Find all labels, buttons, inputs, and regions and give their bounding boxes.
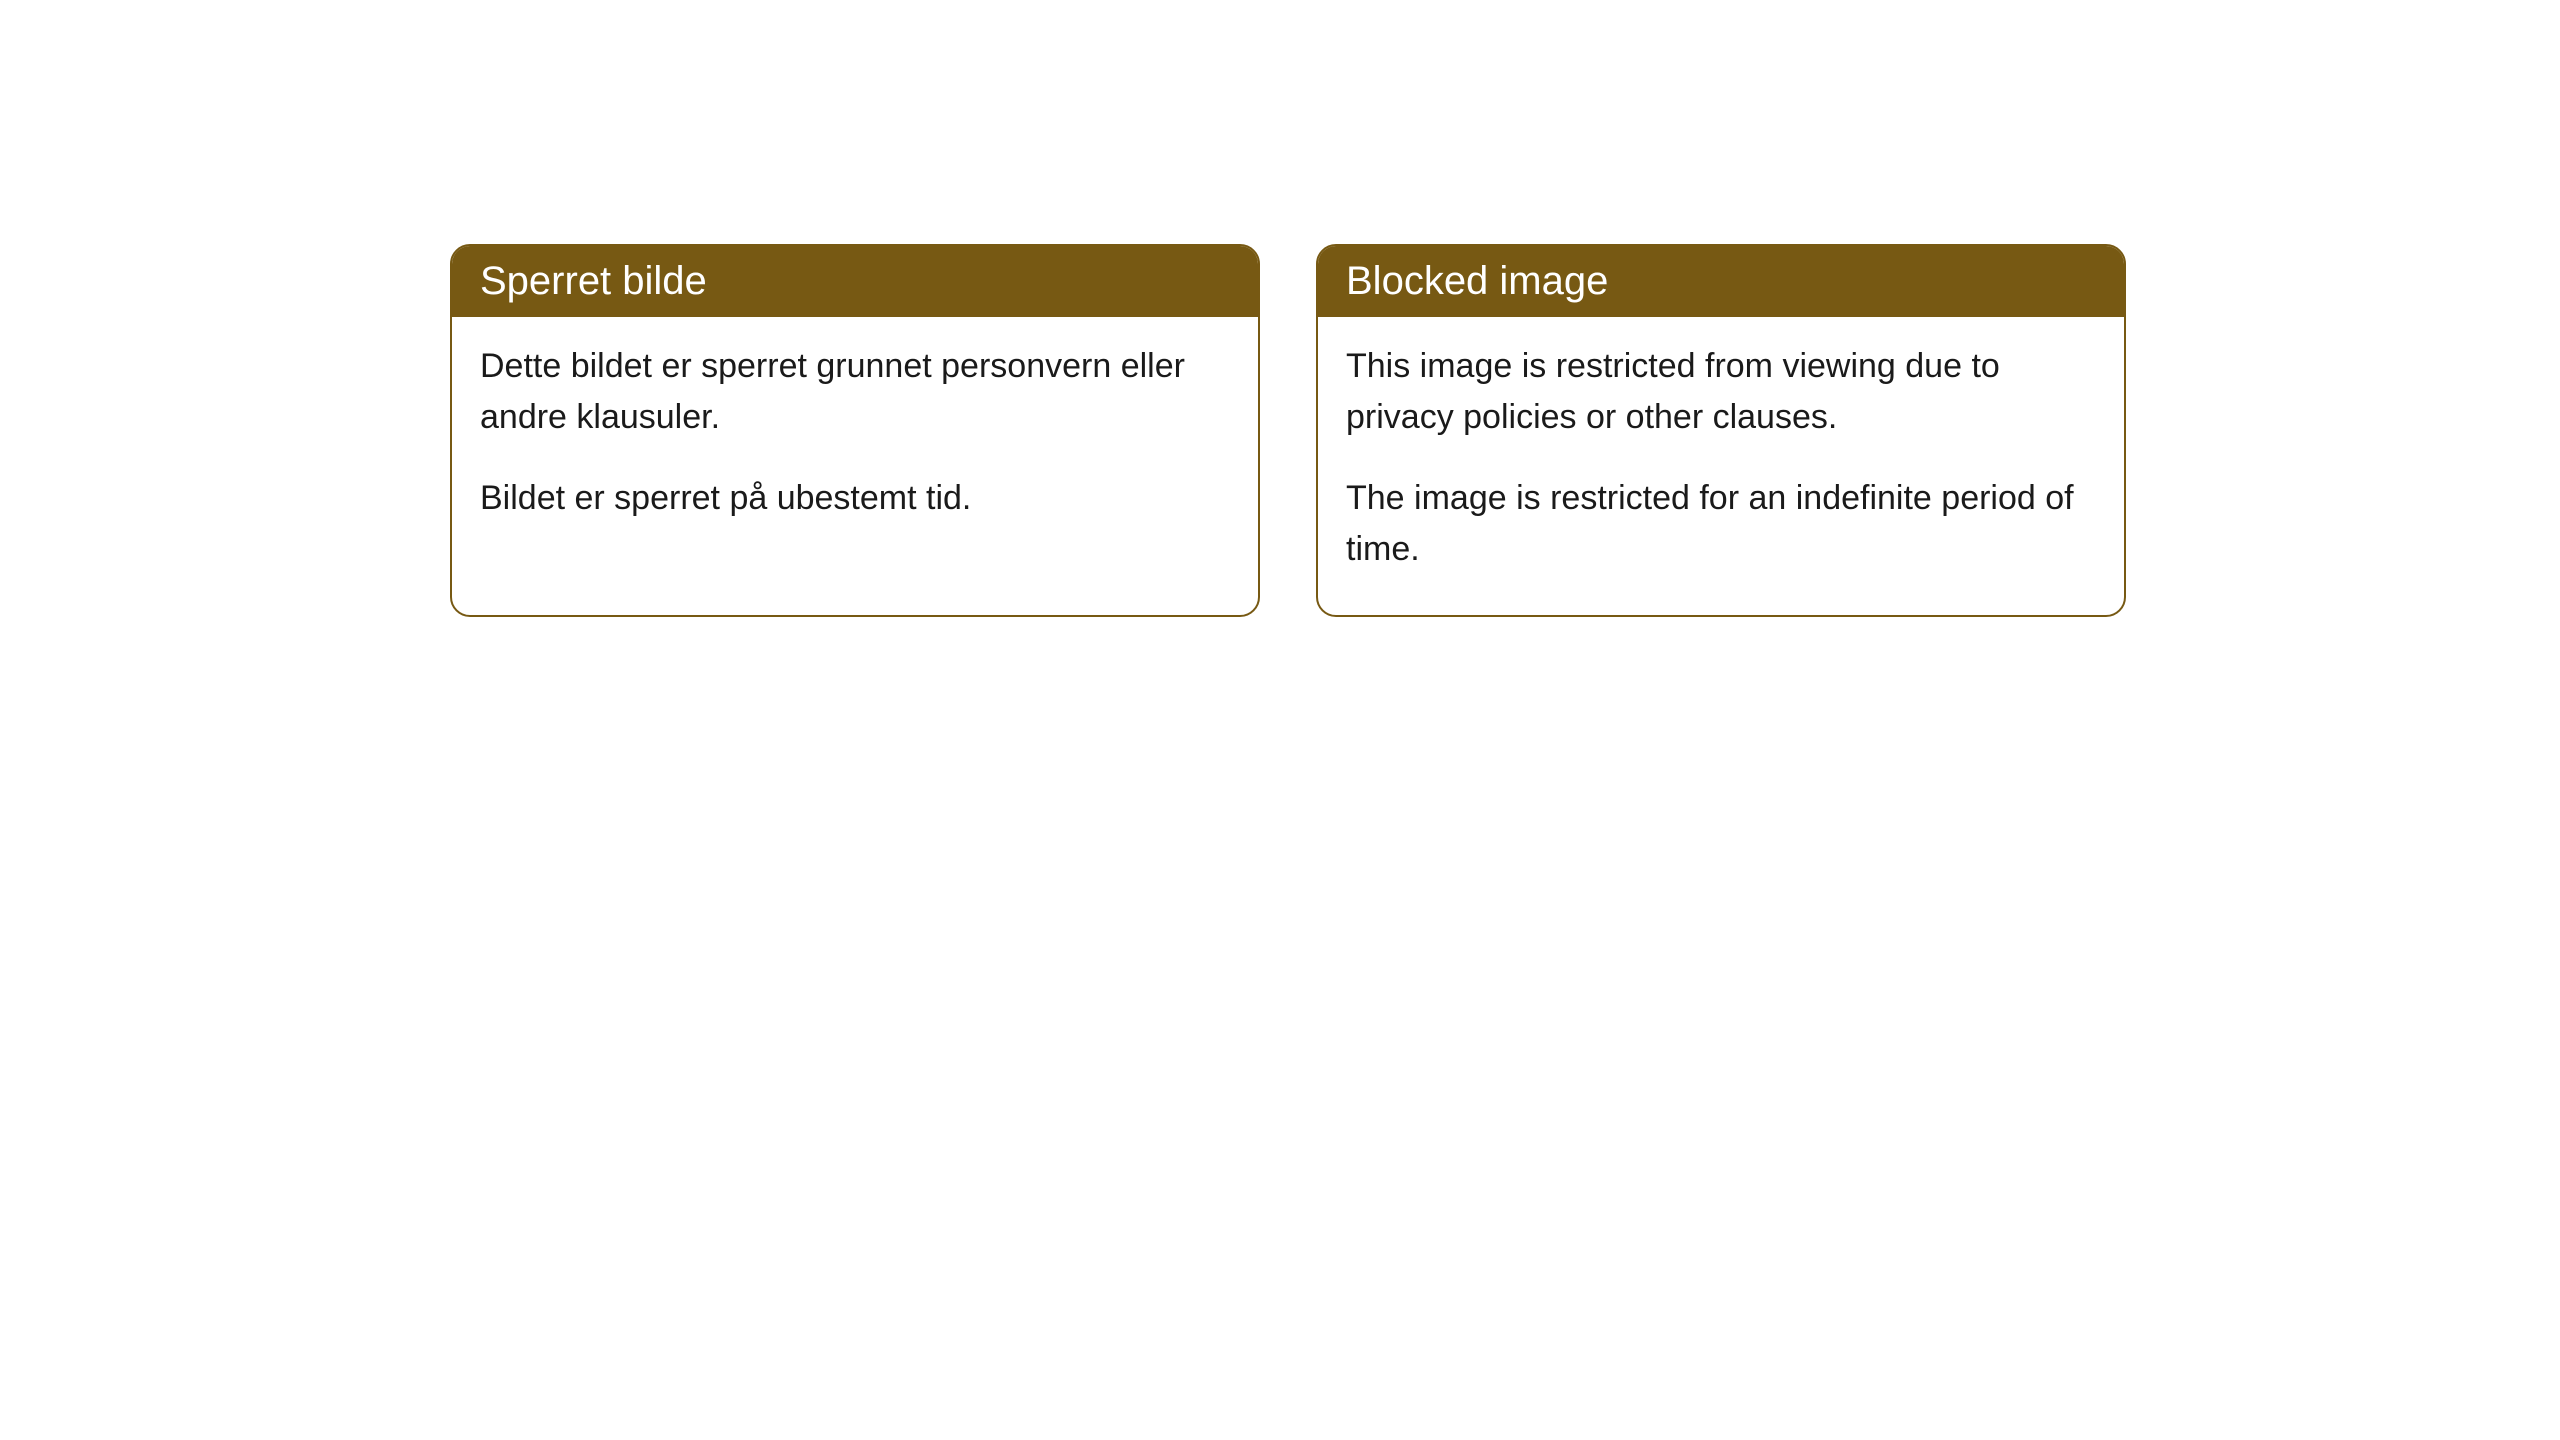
card-paragraph: The image is restricted for an indefinit…: [1346, 473, 2096, 575]
card-paragraph: This image is restricted from viewing du…: [1346, 341, 2096, 443]
card-title: Blocked image: [1346, 259, 1608, 303]
card-header: Blocked image: [1318, 246, 2124, 317]
blocked-image-card-norwegian: Sperret bilde Dette bildet er sperret gr…: [450, 244, 1260, 617]
cards-container: Sperret bilde Dette bildet er sperret gr…: [450, 244, 2126, 617]
card-paragraph: Bildet er sperret på ubestemt tid.: [480, 473, 1230, 524]
card-paragraph: Dette bildet er sperret grunnet personve…: [480, 341, 1230, 443]
blocked-image-card-english: Blocked image This image is restricted f…: [1316, 244, 2126, 617]
card-body: This image is restricted from viewing du…: [1318, 317, 2124, 615]
card-body: Dette bildet er sperret grunnet personve…: [452, 317, 1258, 564]
card-title: Sperret bilde: [480, 259, 707, 303]
card-header: Sperret bilde: [452, 246, 1258, 317]
